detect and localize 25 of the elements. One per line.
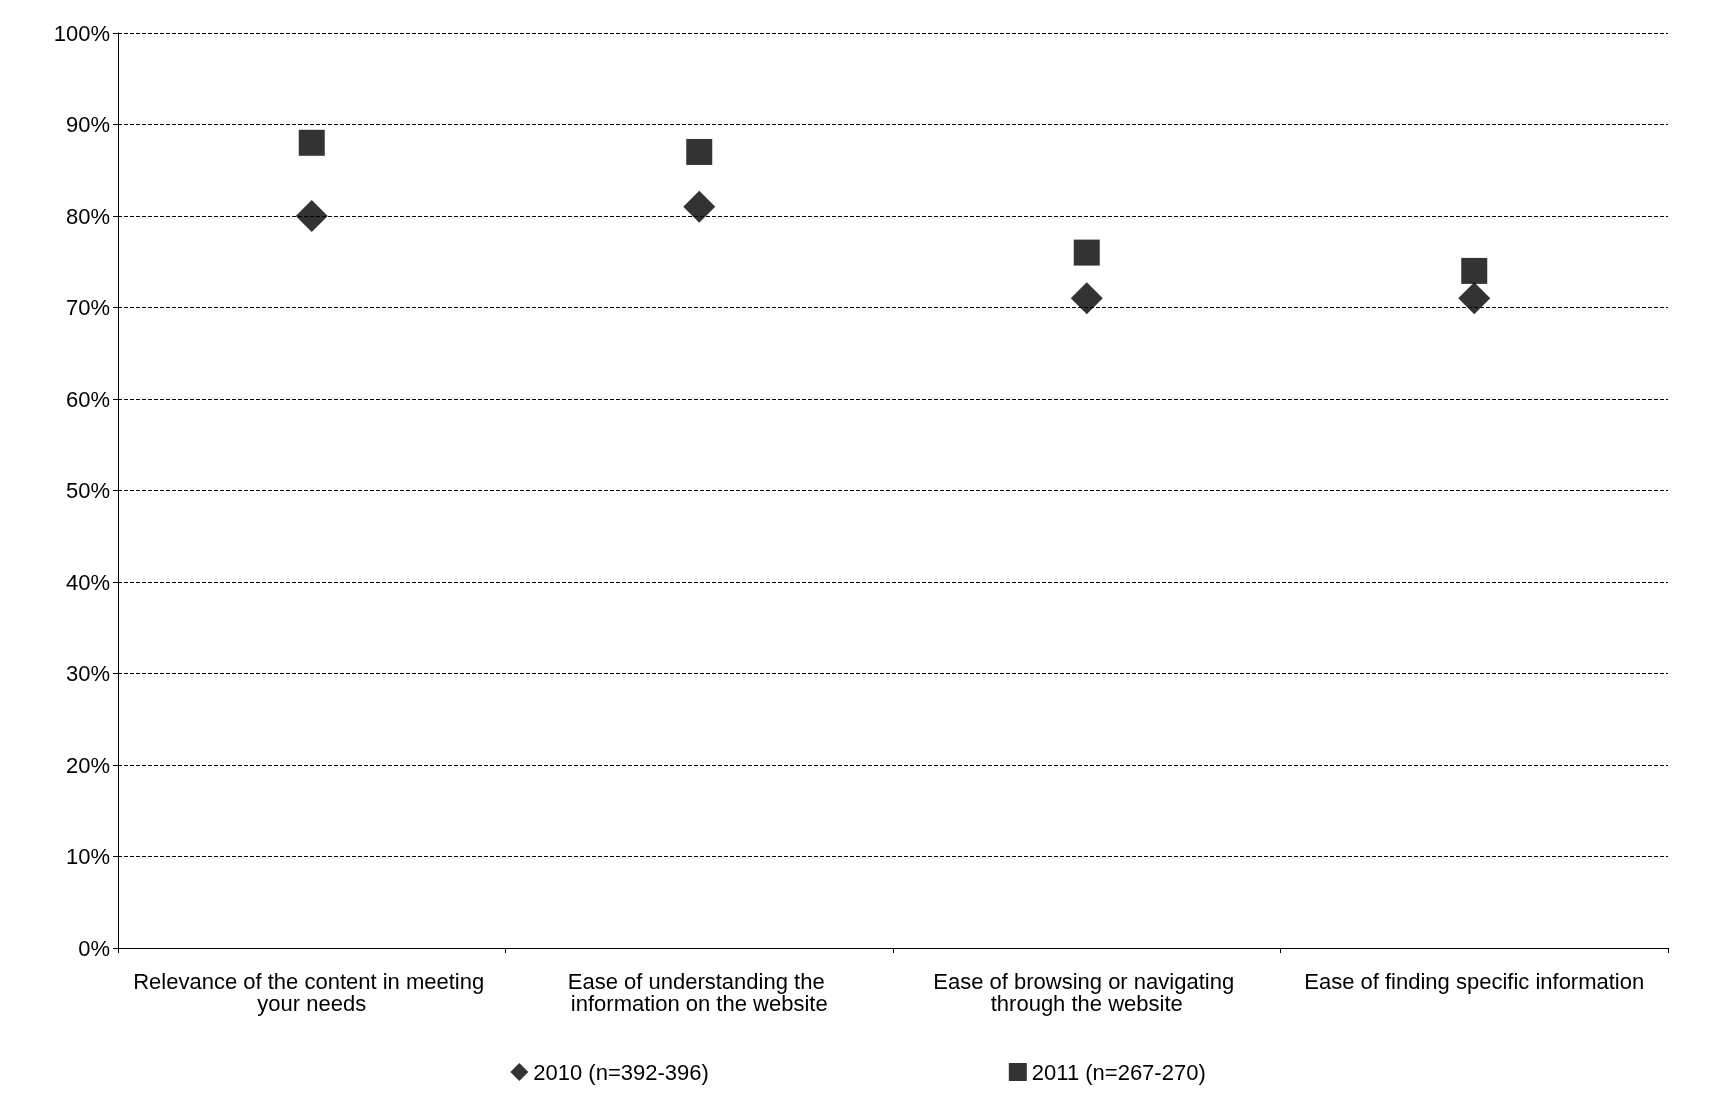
y-tick-label: 30% <box>65 661 110 686</box>
point <box>1070 282 1103 315</box>
point <box>1461 257 1488 284</box>
y-tick-label: 20% <box>65 752 110 778</box>
point <box>686 138 713 165</box>
legend-label: 2010 (n=392-396) <box>533 1059 709 1085</box>
y-tick-label: 0% <box>78 935 110 961</box>
point <box>295 200 328 232</box>
x-tick-label: Ease of finding specific information <box>1304 968 1645 994</box>
x-tick-label: Ease of understanding the information on the website <box>567 968 831 1016</box>
y-tick-label: 60% <box>65 386 110 412</box>
y-tick-label: 10% <box>65 844 110 869</box>
legend-label: 2011 (n=267-270) <box>1031 1059 1206 1085</box>
point <box>298 129 325 156</box>
point <box>683 190 716 223</box>
y-tick-label: 40% <box>65 569 110 595</box>
y-tick-label: 90% <box>65 112 110 137</box>
y-tick-label: 80% <box>65 203 110 229</box>
x-tick-label: Relevance of the content in meeting your needs <box>133 968 491 1016</box>
point <box>1458 282 1491 315</box>
y-tick-label: 100% <box>53 20 110 46</box>
y-tick-label: 50% <box>65 478 110 503</box>
x-tick-label: Ease of browsing or navigating through the website <box>933 968 1241 1016</box>
y-tick-label: 70% <box>65 295 110 320</box>
point <box>1073 239 1100 266</box>
